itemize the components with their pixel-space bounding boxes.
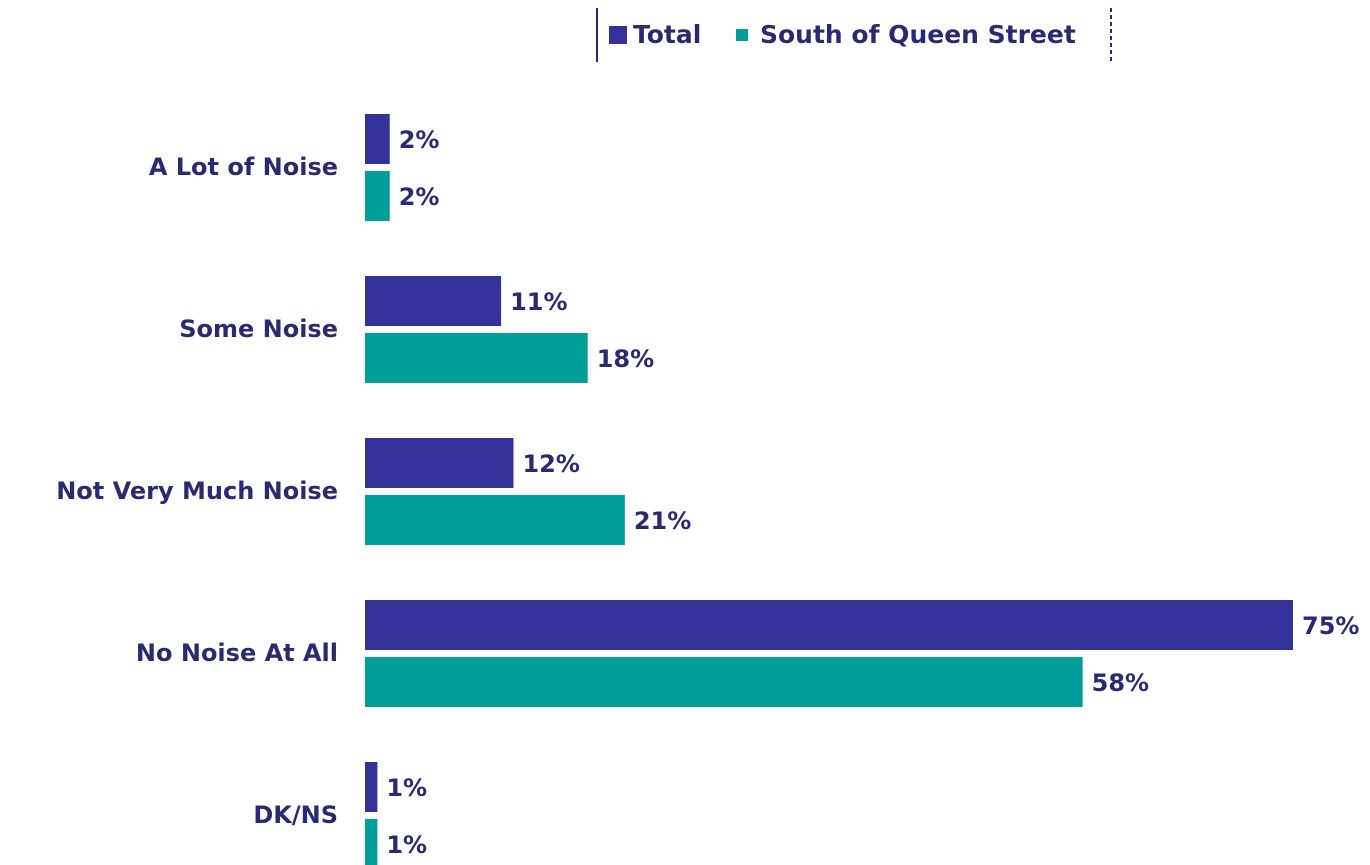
bar [365,657,1083,707]
value-label: 21% [634,507,691,535]
category-label: A Lot of Noise [149,153,338,181]
legend-label: South of Queen Street [760,20,1076,49]
bar [365,276,502,326]
bar [365,819,378,865]
category-label: No Noise At All [136,639,338,667]
value-label: 75% [1302,612,1359,640]
value-label: 1% [386,831,427,859]
value-label: 2% [399,126,440,154]
value-label: 1% [386,774,427,802]
bar [365,438,514,488]
value-label: 18% [597,345,654,373]
legend-swatch [736,29,748,41]
category-label: Not Very Much Noise [56,477,338,505]
category-label: Some Noise [179,315,338,343]
bar [365,114,390,164]
value-label: 11% [510,288,567,316]
legend-swatch [609,26,627,44]
bar [365,333,588,383]
bar [365,600,1293,650]
category-label: DK/NS [253,801,338,829]
value-label: 58% [1092,669,1149,697]
bar [365,762,378,812]
value-label: 12% [522,450,579,478]
bar [365,171,390,221]
bar [365,495,625,545]
value-label: 2% [399,183,440,211]
legend-label: Total [633,20,701,49]
